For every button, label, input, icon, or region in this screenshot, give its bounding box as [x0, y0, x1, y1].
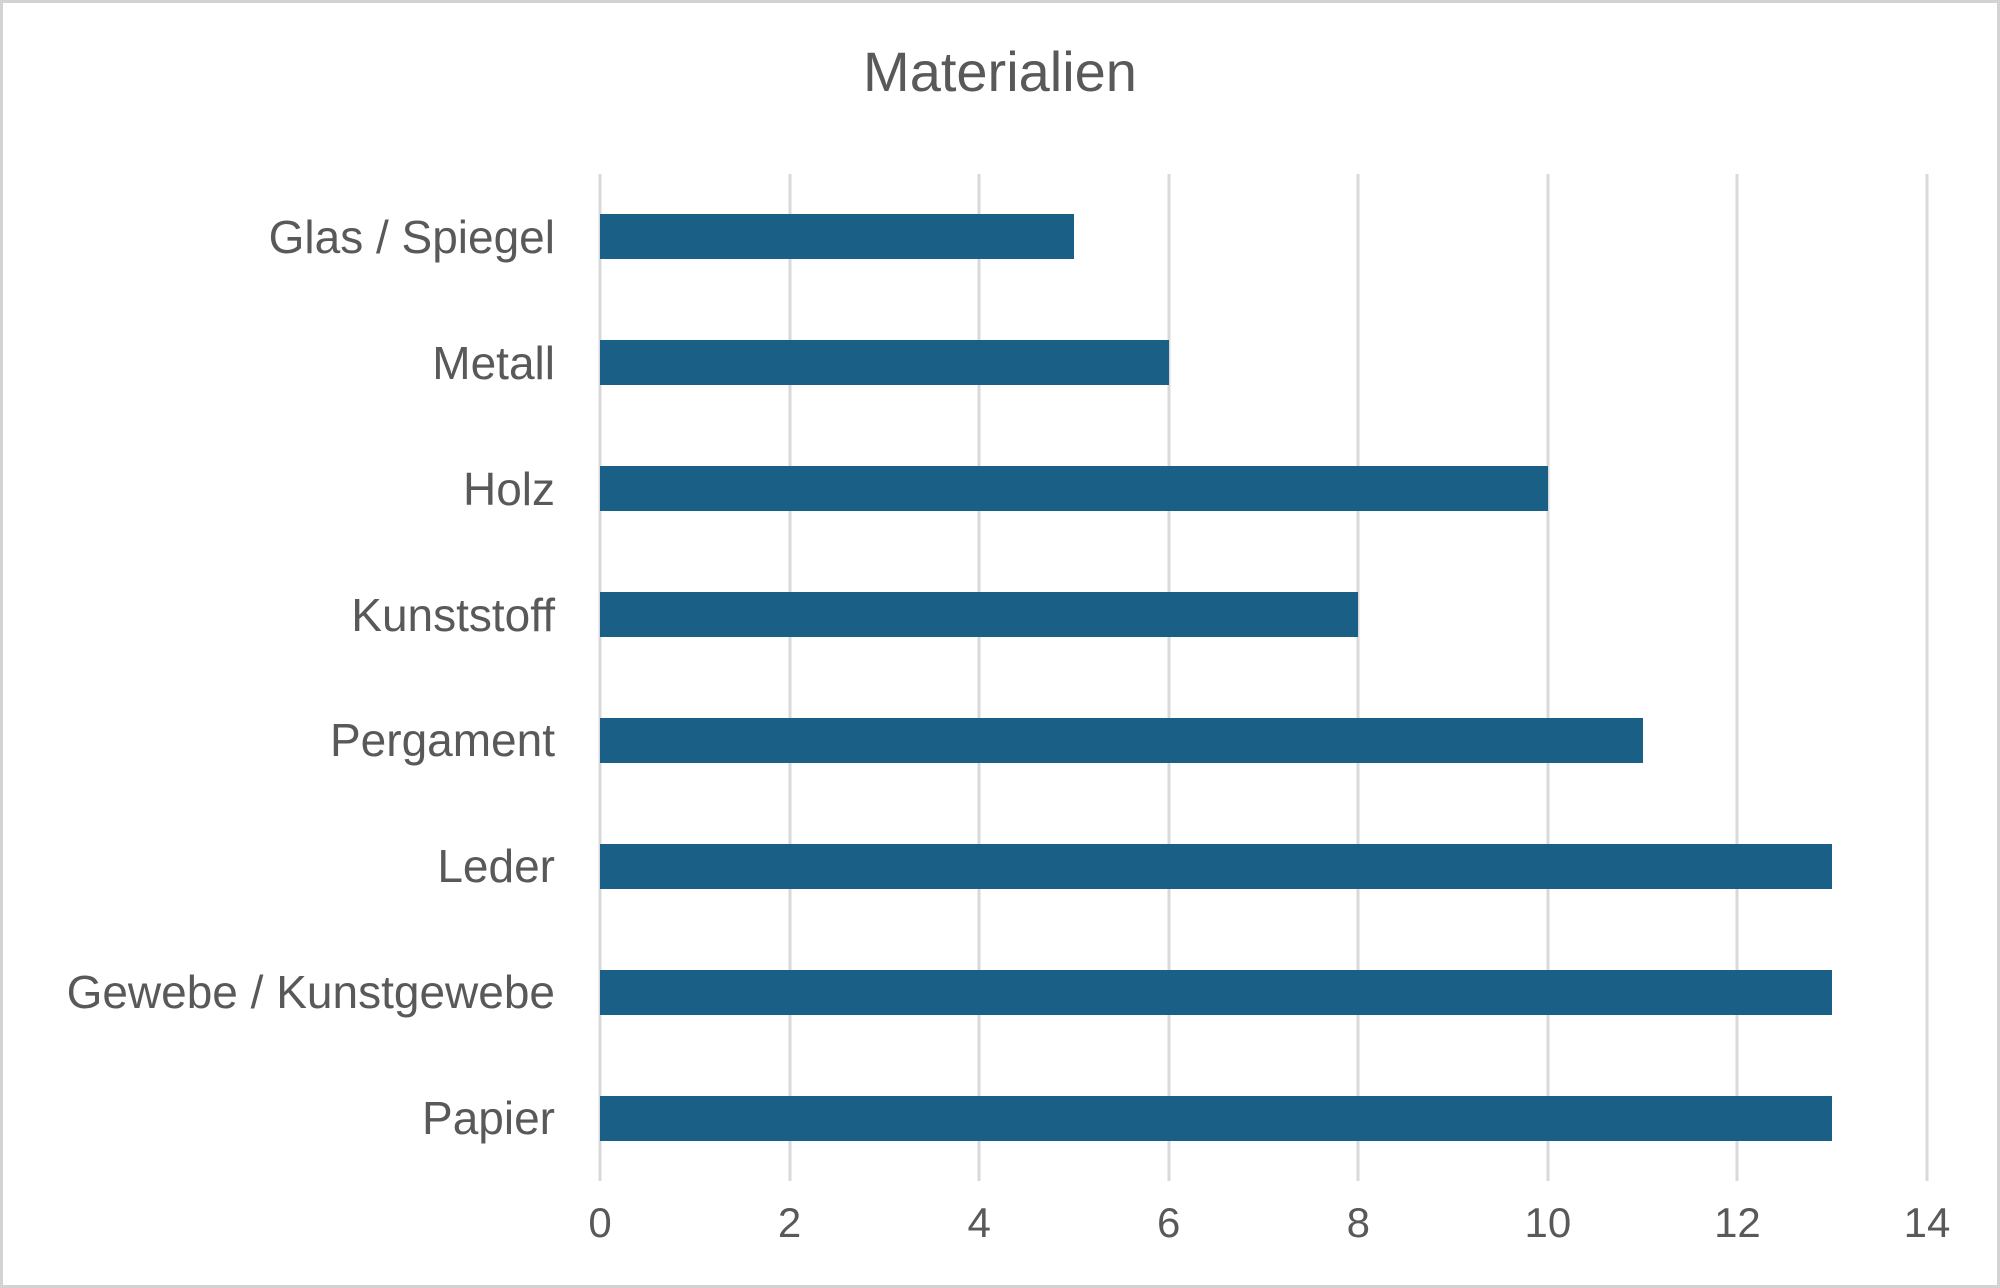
category-label: Glas / Spiegel	[268, 210, 555, 263]
bar-row	[600, 300, 1927, 426]
bar-papier	[600, 1095, 1833, 1141]
category-label: Pergament	[329, 714, 555, 767]
x-tick-label: 0	[588, 1199, 612, 1246]
bar-row	[600, 929, 1927, 1055]
bar-metall	[600, 340, 1169, 386]
bar-rows	[600, 174, 1927, 1181]
category-label: Holz	[462, 462, 555, 515]
bar-leder	[600, 843, 1833, 889]
bar-row	[600, 1055, 1927, 1181]
bar-pergament	[600, 717, 1643, 763]
x-tick-label: 14	[1903, 1199, 1951, 1246]
category-label: Papier	[422, 1092, 555, 1145]
x-tick-label: 12	[1714, 1199, 1761, 1246]
category-label: Metall	[432, 336, 555, 389]
category-label: Gewebe / Kunstgewebe	[66, 966, 555, 1019]
x-tick-label: 10	[1524, 1199, 1572, 1246]
category-label: Kunststoff	[351, 588, 555, 641]
gridline	[977, 174, 981, 1181]
category-axis: Glas / Spiegel Metall Holz Kunststoff Pergam…	[3, 174, 555, 1181]
gridline	[598, 174, 602, 1181]
gridline	[1546, 174, 1550, 1181]
bar-row	[600, 678, 1927, 804]
chart-title: Materialien	[863, 40, 1137, 103]
bar-holz	[600, 466, 1548, 512]
bar-glas-spiegel	[600, 214, 1074, 260]
bar-row	[600, 174, 1927, 300]
x-tick-label: 2	[777, 1199, 802, 1246]
bar-row	[600, 426, 1927, 552]
bar-gewebe-kunstgewebe	[600, 969, 1833, 1015]
gridline	[1925, 174, 1929, 1181]
value-axis: 0 2 4 6 8 10 12 14	[588, 1199, 1950, 1269]
x-tick-label: 4	[967, 1199, 991, 1246]
gridline	[788, 174, 792, 1181]
x-tick-label: 8	[1346, 1199, 1370, 1246]
gridline	[1735, 174, 1739, 1181]
x-tick-label: 6	[1157, 1199, 1181, 1246]
bar-row	[600, 552, 1927, 678]
category-label: Leder	[437, 840, 555, 893]
plot-area	[598, 174, 1929, 1181]
gridline	[1356, 174, 1360, 1181]
bar-row	[600, 803, 1927, 929]
bar-kunststoff	[600, 592, 1359, 638]
gridline	[1167, 174, 1171, 1181]
